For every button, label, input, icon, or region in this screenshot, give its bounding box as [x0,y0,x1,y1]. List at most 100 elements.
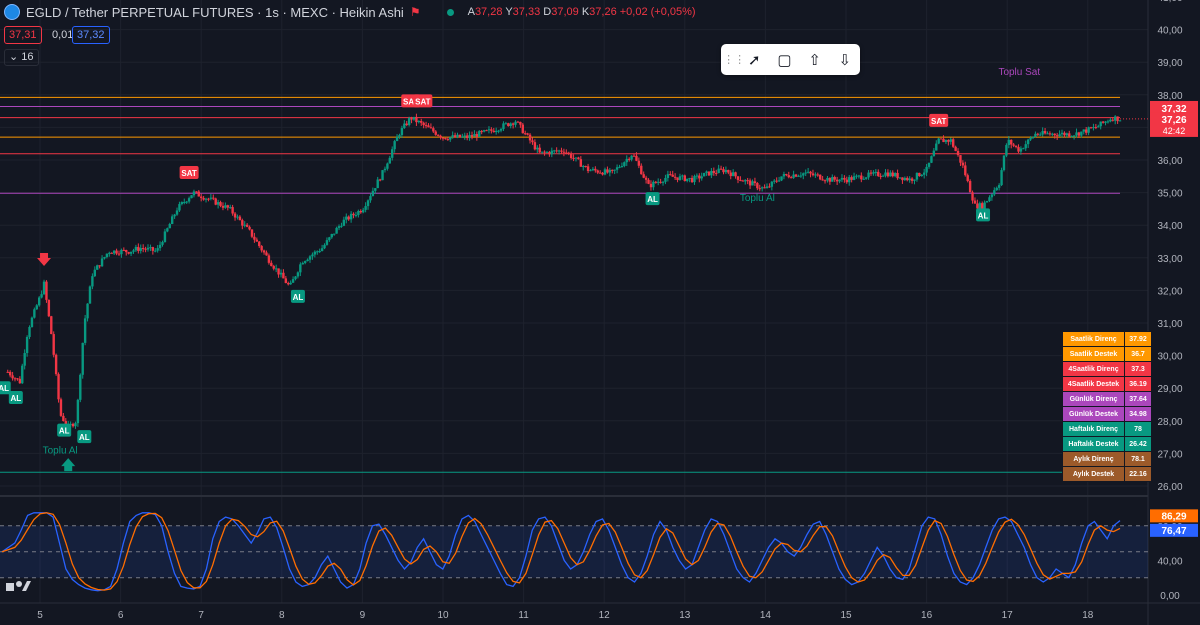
candle-body [127,252,130,254]
stoch-k-tag [1150,523,1198,537]
candle-body [615,167,619,170]
candle-body [797,175,800,177]
signal-badge [57,423,72,437]
arrow-down-icon[interactable]: ⇩ [838,51,852,69]
candle-body [640,165,643,175]
sell-button[interactable]: 37,31 [4,26,42,44]
candle-body [306,259,309,262]
sell-price-tag [1150,100,1198,115]
close-key: K [581,6,590,18]
candle-body [277,268,280,275]
buy-button[interactable]: 37,32 [72,26,110,44]
candle-body [528,134,532,141]
candle-body [393,141,396,150]
candle-body [330,233,333,238]
candle-body [717,168,720,173]
y-tick-label: 32,00 [1157,286,1182,297]
signal-badge [290,289,305,303]
candle-body [1058,134,1061,137]
buy-signal-label: AL [978,211,989,220]
y-tick-label: 30,00 [1157,352,1182,363]
candle-body [857,175,861,177]
candle-body [64,421,67,425]
candle-body [833,177,836,180]
candle-body [712,170,716,173]
candle-body [729,172,732,177]
candle-body [8,371,12,376]
candle-body [538,147,541,153]
candle-body [511,123,515,125]
candle-body [296,272,300,277]
candle-body [91,276,94,287]
candle-body [303,261,307,263]
candle-body [983,202,986,209]
arrow-up-icon[interactable]: ⇧ [808,51,821,69]
candle-body [560,150,563,152]
sr-name: Haftalık Destek [1062,436,1125,452]
candle-body [540,151,544,153]
indicators-toggle[interactable]: ⌄ 16 [4,49,39,66]
candle-body [565,152,568,154]
candle-body [777,180,781,182]
candle-body [1065,133,1069,136]
flag-icon[interactable]: ⚑ [409,5,421,19]
candle-body [427,125,430,128]
candle-body [959,155,962,163]
candle-body [96,265,99,270]
sr-row: Haftalık Destek 26.42 [1062,436,1152,452]
candle-body [1026,139,1030,145]
candle-body [451,135,454,138]
symbol-title[interactable]: EGLD / Tether PERPETUAL FUTURES · 1s · M… [26,4,404,20]
indicators-count: 16 [21,51,34,63]
candle-body [715,172,718,174]
x-tick-label: 14 [760,610,772,621]
sell-price-label: 37,32 [1161,104,1186,115]
candle-body [997,185,1001,188]
candle-body [993,190,996,195]
candle-body [557,150,561,152]
candle-body [804,172,807,174]
buy-signal-label: AL [79,433,90,442]
candle-body [139,248,142,251]
rectangle-icon[interactable]: ▢ [777,51,792,69]
candle-body [780,176,783,181]
candle-body [183,202,186,204]
candle-body [678,176,682,180]
candle-body [881,175,885,177]
candle-body [884,172,887,176]
candle-body [673,176,677,178]
candle-body [129,251,133,254]
candle-body [710,170,713,176]
candle-body [328,237,331,241]
candle-body [1092,127,1095,129]
drag-grip-icon[interactable]: ⋮⋮ [723,54,746,66]
candle-body [30,317,34,327]
candle-body [161,242,164,245]
candle-body [258,241,261,247]
candle-body [903,177,907,181]
candle-body [1087,127,1090,133]
stoch-d-tag [1150,509,1198,523]
trend-line-icon[interactable]: ➚ [747,51,761,69]
candle-body [690,177,694,183]
candle-body [988,197,991,202]
candle-body [492,130,495,133]
close-price-tag [1150,112,1198,137]
candle-body [323,244,326,249]
candle-body [852,176,856,180]
candle-body [98,265,101,267]
candle-body [845,179,849,183]
x-tick-label: 16 [921,610,933,621]
candle-body [37,297,41,306]
tradingview-logo-part [6,583,14,591]
candle-body [465,135,469,139]
candle-body [294,276,297,280]
candle-body [589,170,592,172]
y-tick-label: 31,00 [1157,319,1182,330]
candle-body [920,174,923,177]
candle-body [270,262,273,267]
candle-body [819,174,822,180]
x-tick-label: 9 [360,610,366,621]
candle-body [681,175,684,177]
